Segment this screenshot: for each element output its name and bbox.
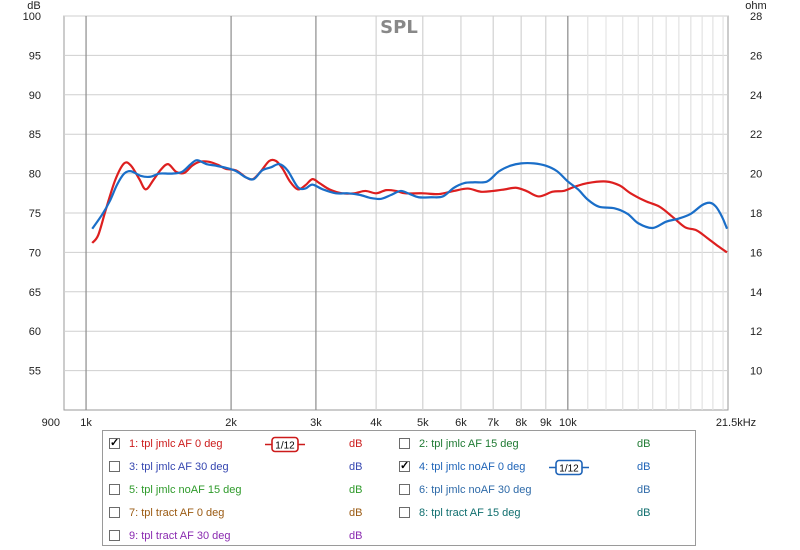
legend-item[interactable]: 3: tpl jmlc AF 30 deg dB — [109, 458, 399, 476]
x-tick-label: 2k — [225, 417, 237, 429]
legend-checkbox[interactable] — [109, 530, 120, 541]
x-tick-label: 10k — [559, 417, 577, 429]
legend-unit: dB — [637, 484, 651, 496]
y2-tick-label: 10 — [750, 366, 762, 378]
legend-checkbox[interactable]: ✓ — [399, 460, 410, 472]
legend-checkbox[interactable] — [399, 438, 410, 449]
x-axis-ticks: 900 1k 2k 3k 4k 5k 6k 7k 8k 9k 10k 21.5kHz — [42, 417, 757, 429]
x-tick-label: 5k — [417, 417, 429, 429]
x-tick-label: 21.5kHz — [716, 417, 756, 429]
legend-label: 3: tpl jmlc AF 30 deg — [129, 461, 229, 473]
legend-label: 7: tpl tract AF 0 deg — [129, 507, 225, 519]
y2-tick-label: 26 — [750, 50, 762, 62]
y-axis-ticks: 55 60 65 70 75 80 85 90 95 100 — [23, 11, 41, 378]
legend-label: 8: tpl tract AF 15 deg — [419, 507, 521, 519]
y-tick-label: 55 — [29, 366, 41, 378]
x-tick-label: 3k — [310, 417, 322, 429]
y-tick-label: 70 — [29, 247, 41, 259]
y-tick-label: 75 — [29, 208, 41, 220]
legend-item[interactable]: 5: tpl jmlc noAF 15 deg dB — [109, 481, 399, 499]
legend-unit: dB — [349, 507, 363, 519]
y-axis-label: dB — [27, 0, 40, 12]
y2-tick-label: 16 — [750, 247, 762, 259]
legend-unit: dB — [349, 484, 363, 496]
x-tick-label: 9k — [540, 417, 552, 429]
legend-checkbox[interactable] — [399, 507, 410, 518]
legend-label: 1: tpl jmlc AF 0 deg — [129, 438, 223, 450]
legend-item[interactable]: 7: tpl tract AF 0 deg dB — [109, 504, 399, 522]
y-tick-label: 90 — [29, 90, 41, 102]
y-tick-label: 65 — [29, 287, 41, 299]
legend-checkbox[interactable]: ✓ — [109, 437, 120, 449]
legend-unit: dB — [349, 461, 363, 473]
y2-axis-ticks: 10 12 14 16 18 20 22 24 26 28 — [750, 11, 762, 378]
x-tick-label: 8k — [515, 417, 527, 429]
legend: ✓ 1: tpl jmlc AF 0 deg 1/12 dB 2: tpl jmlc A… — [102, 430, 696, 546]
legend-unit: dB — [349, 438, 363, 450]
legend-unit: dB — [637, 507, 651, 519]
y-tick-label: 100 — [23, 11, 41, 23]
y2-tick-label: 14 — [750, 287, 762, 299]
y2-axis-label: ohm — [745, 0, 766, 12]
legend-label: 6: tpl jmlc noAF 30 deg — [419, 484, 532, 496]
legend-item[interactable]: ✓ 4: tpl jmlc noAF 0 deg 1/12 dB — [399, 458, 689, 476]
smoothing-label: 1/12 — [559, 464, 579, 475]
legend-item[interactable]: 8: tpl tract AF 15 deg dB — [399, 504, 689, 522]
y-tick-label: 85 — [29, 129, 41, 141]
legend-unit: dB — [637, 438, 651, 450]
legend-checkbox[interactable] — [109, 461, 120, 472]
x-tick-label: 900 — [42, 417, 60, 429]
smoothing-indicator[interactable]: 1/12 — [265, 436, 305, 453]
y-tick-label: 60 — [29, 326, 41, 338]
y2-tick-label: 28 — [750, 11, 762, 23]
y2-tick-label: 20 — [750, 169, 762, 181]
y-tick-label: 95 — [29, 50, 41, 62]
spl-chart: 900 1k 2k 3k 4k 5k 6k 7k 8k 9k 10k 21.5kHz 55 60 65 70… — [23, 0, 767, 429]
legend-item[interactable]: 9: tpl tract AF 30 deg dB — [109, 527, 399, 545]
series-line-2 — [91, 159, 729, 230]
x-tick-label: 7k — [487, 417, 499, 429]
y2-tick-label: 22 — [750, 129, 762, 141]
series-group — [91, 158, 729, 254]
legend-checkbox[interactable] — [109, 507, 120, 518]
smoothing-label: 1/12 — [275, 441, 295, 452]
legend-label: 2: tpl jmlc AF 15 deg — [419, 438, 519, 450]
x-tick-label: 1k — [80, 417, 92, 429]
x-tick-label: 6k — [455, 417, 467, 429]
y2-tick-label: 24 — [750, 90, 762, 102]
legend-label: 4: tpl jmlc noAF 0 deg — [419, 461, 526, 473]
y2-tick-label: 18 — [750, 208, 762, 220]
legend-item[interactable]: 2: tpl jmlc AF 15 deg dB — [399, 435, 689, 453]
x-tick-label: 4k — [370, 417, 382, 429]
legend-label: 5: tpl jmlc noAF 15 deg — [129, 484, 242, 496]
legend-unit: dB — [349, 530, 363, 542]
y2-tick-label: 12 — [750, 326, 762, 338]
legend-checkbox[interactable] — [109, 484, 120, 495]
grid — [64, 15, 728, 410]
smoothing-indicator[interactable]: 1/12 — [549, 459, 589, 476]
legend-checkbox[interactable] — [399, 484, 410, 495]
legend-label: 9: tpl tract AF 30 deg — [129, 530, 231, 542]
legend-unit: dB — [637, 461, 651, 473]
legend-item[interactable]: 6: tpl jmlc noAF 30 deg dB — [399, 481, 689, 499]
y-tick-label: 80 — [29, 169, 41, 181]
chart-title: SPL — [380, 17, 418, 38]
legend-item[interactable]: ✓ 1: tpl jmlc AF 0 deg 1/12 dB — [109, 435, 399, 453]
